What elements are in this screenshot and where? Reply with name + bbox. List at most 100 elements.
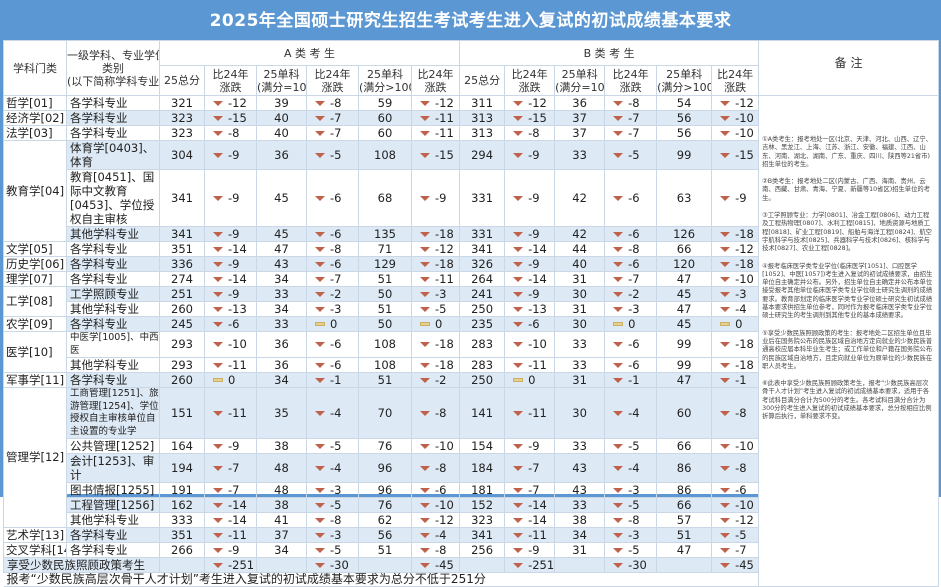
score-cell: 283 (459, 357, 506, 373)
subject-cell: 工商管理[1251]、旅游管理[1254]、学位授权自主审核单位自主设置的专业学 (66, 387, 160, 439)
down-triangle-icon (213, 321, 223, 327)
score-cell: 39 (256, 95, 307, 111)
delta-value: -5 (330, 147, 342, 162)
down-triangle-icon (720, 246, 731, 252)
score-cell: 48 (256, 482, 307, 498)
subject-cell: 各学科专业 (66, 95, 160, 111)
down-triangle-icon (613, 261, 624, 267)
down-triangle-icon (613, 195, 624, 201)
score-cell: 34 (256, 542, 307, 558)
down-triangle-icon (513, 130, 524, 136)
delta-cell: -10 (711, 125, 760, 141)
down-triangle-icon (420, 195, 430, 201)
category-cell: 艺术学[13] (3, 527, 67, 543)
score-cell: 341 (459, 527, 506, 543)
down-triangle-icon (720, 465, 731, 471)
down-triangle-icon (720, 342, 731, 348)
score-cell: 191 (159, 482, 205, 498)
down-triangle-icon (315, 410, 325, 416)
down-triangle-icon (513, 261, 524, 267)
subject-cell: 体育学[0403]、体育 (66, 140, 160, 170)
score-cell: 260 (159, 372, 205, 388)
score-cell: 60 (358, 125, 412, 141)
header-line: 比24年 (717, 67, 754, 81)
header-line: (满分=100 (257, 80, 307, 94)
delta-cell: -4 (711, 301, 760, 317)
table-row: 哲学[01] 各学科专业 321 -12 39 -8 59 -12 311 -12 36 -8 54 -1… (3, 95, 940, 587)
score-cell: 194 (159, 453, 205, 483)
score-cell: 256 (459, 542, 506, 558)
score-cell: 120 (656, 256, 713, 272)
delta-value: -9 (435, 190, 447, 205)
down-triangle-icon (213, 261, 223, 267)
delta-cell: -18 (410, 331, 461, 358)
down-triangle-icon (315, 362, 325, 368)
down-triangle-icon (720, 100, 731, 106)
down-triangle-icon (420, 231, 430, 237)
header-line: 涨跌 (724, 80, 747, 94)
delta-value: -2 (435, 372, 447, 387)
delta-cell: -9 (504, 140, 556, 170)
delta-cell: -10 (711, 438, 760, 454)
delta-cell: -11 (204, 527, 257, 543)
delta-value: -6 (735, 482, 747, 497)
subject-cell: 各学科专业 (66, 372, 160, 388)
delta-value: -8 (330, 241, 342, 256)
delta-value: -12 (435, 241, 454, 256)
score-cell: 313 (459, 125, 506, 141)
table-row: 其他学科专业 293 -11 36 -6 108 -18 283 -11 33 -6 99 -18 (4, 357, 939, 373)
delta-value: -5 (735, 527, 747, 542)
delta-cell: -6 (410, 482, 461, 498)
score-cell: 323 (159, 125, 205, 141)
delta-cell: -3 (711, 286, 760, 302)
down-triangle-icon (513, 195, 524, 201)
down-triangle-icon (720, 487, 731, 493)
header-line: 涨跌 (518, 80, 541, 94)
down-triangle-icon (213, 130, 223, 136)
subject-cell: 其他学科专业 (66, 301, 160, 317)
delta-value: -18 (435, 357, 454, 372)
delta-value: -4 (735, 301, 747, 316)
table-row: 法学[03] 各学科专业 323 -8 40 -7 60 -11 313 -8 37 -7 56 -10 (3, 125, 939, 141)
delta-cell: -6 (306, 357, 359, 373)
note-item: ②B类考生：报考地处二区(内蒙古、广西、海南、贵州、云南、西藏、甘肃、青海、宁夏… (762, 178, 930, 202)
down-triangle-icon (513, 547, 524, 553)
delta-cell: 0 (604, 316, 658, 332)
delta-value: -12 (435, 512, 454, 527)
delta-value: -8 (735, 405, 747, 420)
subject-cell: 会计[1253]、审计 (66, 453, 160, 483)
delta-value: -10 (735, 125, 754, 140)
category-cell: 农学[09] (3, 316, 67, 332)
page-title: 2025年全国硕士研究生招生考试考生进入复试的初试成绩基本要求 (0, 0, 941, 40)
down-triangle-icon (315, 130, 325, 136)
score-cell: 351 (159, 527, 205, 543)
down-triangle-icon (213, 291, 223, 297)
header-subject: 一级学科、专业学位 类别 (以下简称学科专业) (66, 40, 160, 96)
footer-note: 报考“少数民族高层次骨干人才计划”考生进入复试的初试成绩基本要求为总分不低于25… (3, 572, 760, 587)
delta-value: -9 (228, 286, 240, 301)
delta-value: -6 (628, 357, 640, 372)
score-cell: 37 (554, 110, 606, 126)
delta-value: -45 (735, 557, 754, 572)
score-cell: 336 (159, 256, 205, 272)
score-cell: 31 (554, 271, 606, 287)
delta-value: -9 (735, 190, 747, 205)
score-cell: 47 (656, 271, 713, 287)
score-cell: 38 (554, 512, 606, 528)
delta-cell: -7 (604, 125, 658, 141)
down-triangle-icon (420, 410, 430, 416)
score-cell (358, 557, 412, 573)
header-line: 涨跌 (219, 80, 242, 94)
down-triangle-icon (720, 547, 731, 553)
score-cell: 129 (358, 256, 412, 272)
header-a-col-0: 25总分 (159, 65, 205, 96)
delta-value: -11 (228, 357, 247, 372)
category-cell: 历史学[06] (3, 256, 67, 272)
down-triangle-icon (213, 443, 223, 449)
down-triangle-icon (420, 532, 430, 538)
down-triangle-icon (613, 410, 624, 416)
delta-cell: -14 (504, 241, 556, 257)
delta-cell: -7 (306, 271, 359, 287)
delta-cell: -18 (410, 226, 461, 242)
category-cell: 教育学[04] (3, 140, 67, 242)
